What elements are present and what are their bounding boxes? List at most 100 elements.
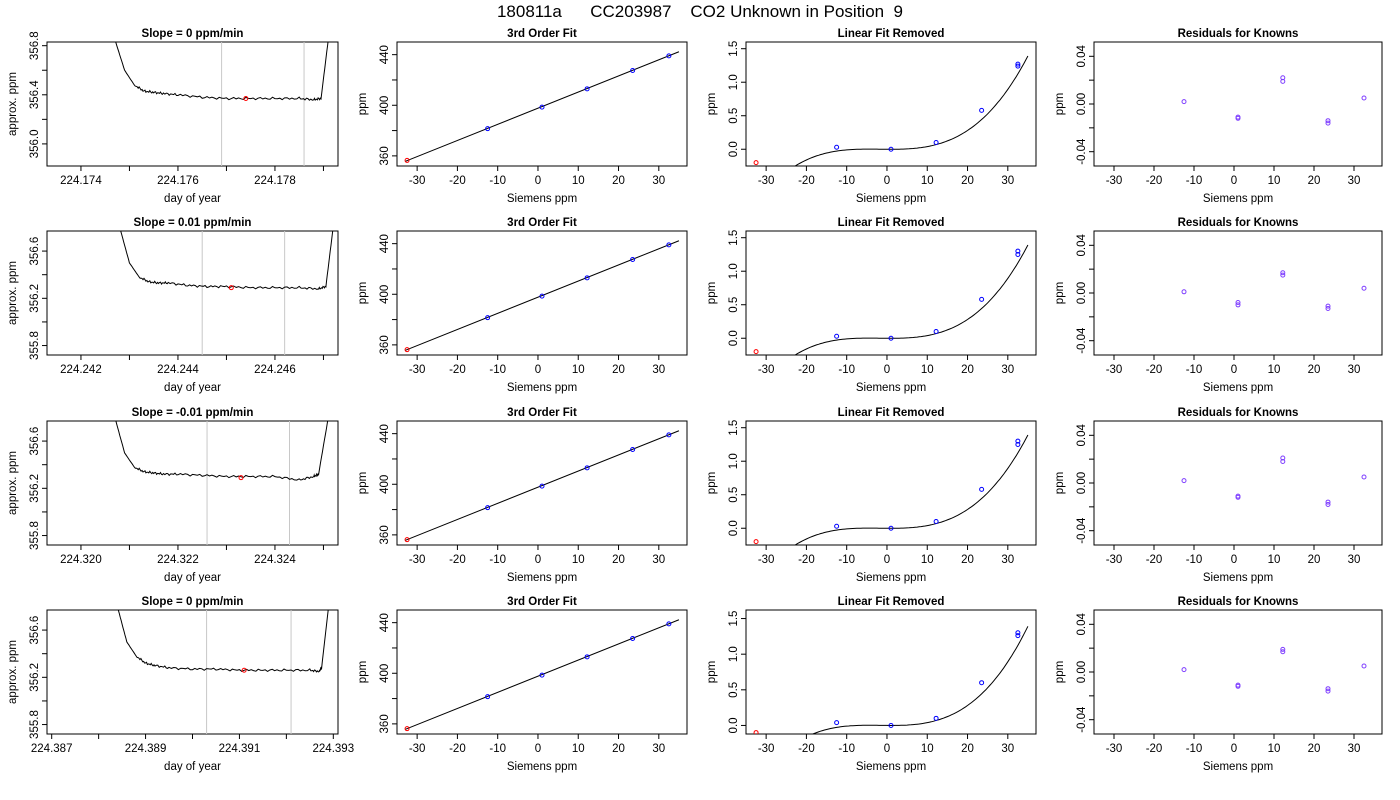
y-tick-label: 400 (379, 285, 391, 304)
y-tick-label: 0.04 (1076, 424, 1088, 447)
y-tick-label: 1.5 (728, 420, 740, 436)
y-tick-label: 0.04 (1076, 234, 1088, 257)
x-tick-label: -20 (449, 175, 466, 187)
panel-r1-linear_removed: Linear Fit Removed -30 -20 -10 0 10 20 30 Siemen… (706, 28, 1037, 205)
x-tick-label: -10 (1186, 554, 1203, 566)
y-axis-label: ppm (1054, 93, 1066, 115)
known-point (539, 104, 545, 110)
panel-r3-fit: 3rd Order Fit -30 -20 -10 0 10 20 30 Siemens ppm… (357, 407, 688, 584)
x-tick-label: 224.178 (254, 175, 296, 187)
known-point (584, 275, 590, 281)
residual-point (1280, 459, 1286, 465)
x-axis-label: day of year (164, 193, 221, 205)
x-axis-label: day of year (164, 572, 221, 584)
x-tick-label: 224.324 (254, 554, 296, 566)
x-axis-label: Siemens ppm (507, 572, 577, 584)
x-axis-label: Siemens ppm (856, 382, 926, 394)
known-point (1015, 438, 1021, 444)
y-tick-label: 0.0 (728, 717, 740, 733)
residual-point (1235, 683, 1241, 689)
known-point (888, 335, 894, 341)
x-tick-label: 20 (612, 175, 625, 187)
known-point (1015, 248, 1021, 254)
y-tick-label: 400 (379, 664, 391, 683)
y-tick-label: 440 (379, 234, 391, 253)
known-point (979, 107, 985, 113)
unknown-point (753, 160, 759, 166)
x-tick-label: 30 (1001, 554, 1014, 566)
y-axis-label: ppm (1054, 472, 1066, 494)
y-tick-label: 1.0 (728, 263, 740, 279)
y-tick-label: 356.8 (29, 31, 41, 60)
panel-title: Slope = -0.01 ppm/min (132, 407, 254, 419)
y-tick-label: 1.5 (728, 41, 740, 57)
x-tick-label: 20 (612, 743, 625, 755)
y-tick-label: 1.5 (728, 230, 740, 246)
known-point (584, 86, 590, 92)
known-point (485, 505, 491, 511)
x-tick-label: 0 (884, 554, 890, 566)
x-tick-label: 10 (572, 554, 585, 566)
y-tick-label: 356.6 (29, 616, 41, 645)
x-tick-label: 20 (1308, 743, 1321, 755)
y-tick-label: 400 (379, 475, 391, 494)
x-tick-label: -10 (489, 743, 506, 755)
panel-title: 3rd Order Fit (507, 217, 577, 229)
known-point (666, 621, 672, 627)
panel-title: Residuals for Knowns (1178, 28, 1299, 40)
unknown-point (404, 537, 410, 543)
residual-point (1325, 120, 1331, 126)
x-tick-label: 10 (921, 364, 934, 376)
residual-point (1181, 99, 1187, 105)
x-tick-label: 224.393 (313, 743, 355, 755)
known-point (1015, 251, 1021, 257)
known-point (1015, 441, 1021, 447)
y-tick-label: 1.0 (728, 74, 740, 90)
y-axis-label: ppm (357, 282, 369, 304)
y-tick-label: 440 (379, 613, 391, 632)
y-axis-label: approx. ppm (7, 640, 19, 704)
unknown-point (238, 475, 244, 481)
residual-point (1280, 270, 1286, 276)
y-tick-label: -0.04 (1076, 327, 1088, 354)
x-tick-label: 30 (652, 175, 665, 187)
panel-title: Residuals for Knowns (1178, 596, 1299, 608)
x-tick-label: -30 (758, 554, 775, 566)
residual-point (1361, 285, 1367, 291)
x-axis-label: Siemens ppm (856, 572, 926, 584)
x-tick-label: 30 (1348, 554, 1361, 566)
y-tick-label: 0.5 (728, 108, 740, 124)
x-tick-label: 20 (1308, 364, 1321, 376)
plot-frame (46, 609, 339, 735)
plot-frame (396, 41, 688, 167)
known-point (485, 315, 491, 321)
x-tick-label: -20 (449, 364, 466, 376)
y-tick-label: 440 (379, 424, 391, 443)
residual-point (1325, 118, 1331, 124)
x-tick-label: 10 (1268, 743, 1281, 755)
y-tick-label: 356.6 (29, 237, 41, 266)
y-axis-label: ppm (357, 472, 369, 494)
known-point (834, 720, 840, 726)
x-tick-label: 30 (1348, 364, 1361, 376)
panel-title: Residuals for Knowns (1178, 407, 1299, 419)
x-tick-label: -20 (1146, 743, 1163, 755)
figure-title: 180811a CC203987 CO2 Unknown in Position… (496, 2, 904, 21)
x-axis-label: Siemens ppm (507, 761, 577, 773)
panel-r4-residuals: Residuals for Knowns -30 -20 -10 0 10 20 30 Siem… (1054, 596, 1383, 773)
y-axis-label: ppm (1054, 282, 1066, 304)
y-tick-label: 356.2 (29, 284, 41, 313)
x-tick-label: -30 (1106, 364, 1123, 376)
x-tick-label: -30 (409, 743, 426, 755)
concentration-trace (120, 231, 334, 290)
x-tick-label: -10 (489, 175, 506, 187)
x-axis-label: day of year (164, 382, 221, 394)
known-point (539, 672, 545, 678)
y-tick-label: 356.6 (29, 427, 41, 456)
x-tick-label: 10 (1268, 364, 1281, 376)
residual-point (1361, 663, 1367, 669)
x-tick-label: 224.242 (60, 364, 102, 376)
y-axis-label: ppm (357, 661, 369, 683)
x-tick-label: 20 (961, 364, 974, 376)
x-tick-label: -10 (838, 364, 855, 376)
